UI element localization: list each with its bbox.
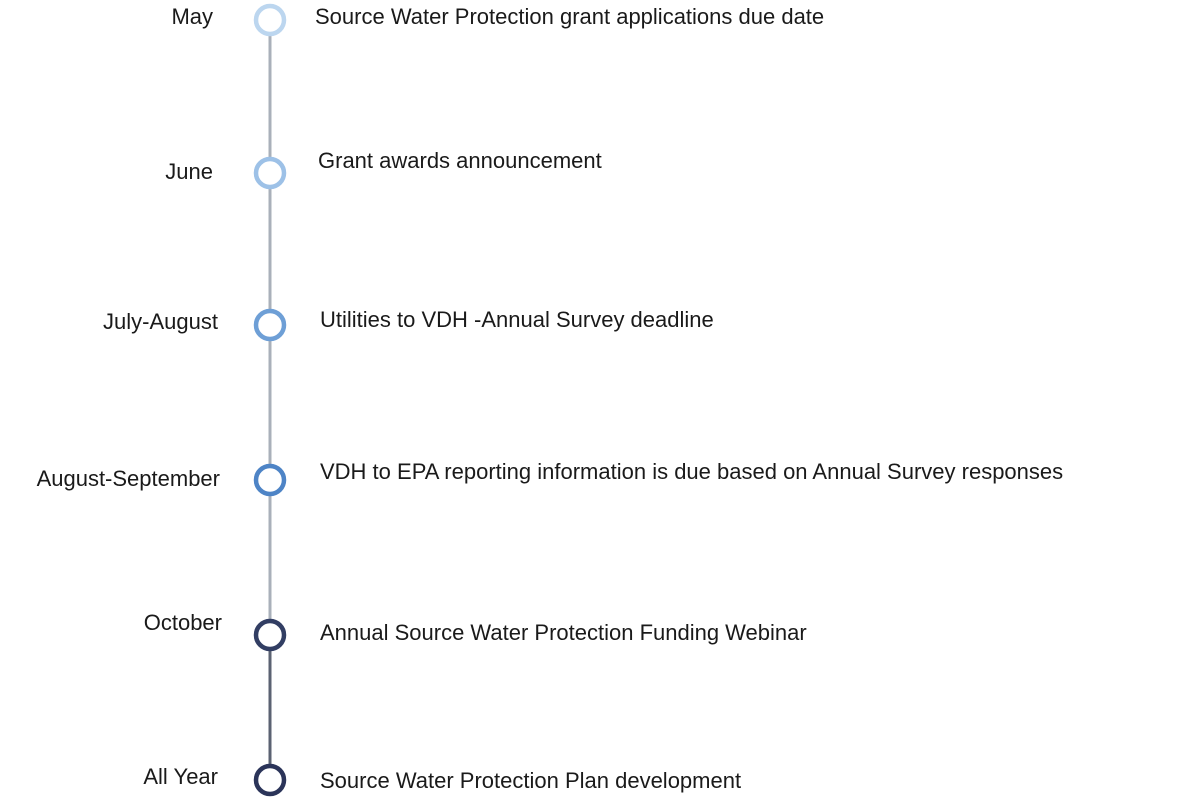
period-label: October xyxy=(144,610,222,635)
period-label: All Year xyxy=(143,764,218,789)
timeline-node xyxy=(253,763,287,797)
event-description: Annual Source Water Protection Funding W… xyxy=(320,620,807,645)
timeline-node xyxy=(253,618,287,652)
period-label: May xyxy=(171,4,213,29)
event-description: Grant awards announcement xyxy=(318,148,602,173)
timeline-node xyxy=(253,463,287,497)
period-label: August-September xyxy=(37,466,220,491)
event-description: VDH to EPA reporting information is due … xyxy=(320,459,1063,484)
event-description: Source Water Protection Plan development xyxy=(320,768,741,793)
timeline-node xyxy=(253,3,287,37)
timeline-node xyxy=(253,156,287,190)
period-label: July-August xyxy=(103,309,218,334)
timeline-node xyxy=(253,308,287,342)
period-label: June xyxy=(165,159,213,184)
event-description: Source Water Protection grant applicatio… xyxy=(315,4,824,29)
event-description: Utilities to VDH -Annual Survey deadline xyxy=(320,307,714,332)
